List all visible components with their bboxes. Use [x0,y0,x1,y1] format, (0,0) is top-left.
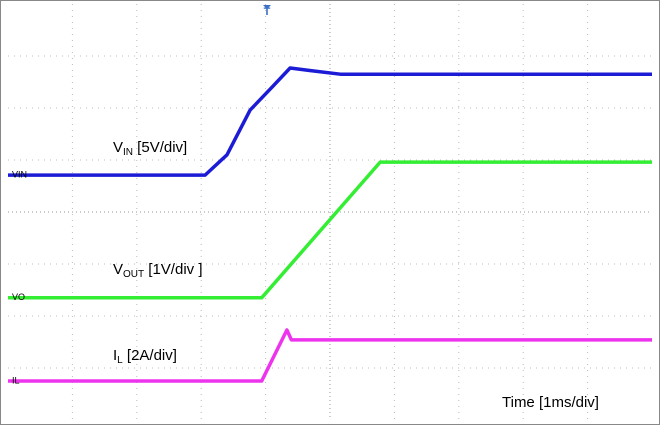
channel-marker: VIN [12,169,27,179]
trace [8,66,652,177]
trigger-arrow [263,5,271,9]
trigger-marker: T [264,6,271,18]
label-sub: L [117,355,123,366]
label-sub: IN [123,147,133,158]
trace-label: VOUT [1V/div ] [113,261,202,280]
channel-marker: VO [12,292,25,302]
label-rest: [2A/div] [123,347,177,364]
channel-marker: IL [12,375,20,385]
label-sub: OUT [123,269,144,280]
trace [8,160,652,300]
time-label: Time [1ms/div] [502,394,599,411]
label-main: I [113,347,117,364]
label-rest: [1V/div ] [144,261,202,278]
trace-label: VIN [5V/div] [113,139,187,158]
label-rest: [5V/div] [133,139,187,156]
label-main: V [113,139,123,156]
trace [8,328,652,383]
trace-label: IL [2A/div] [113,347,177,366]
label-main: V [113,261,123,278]
